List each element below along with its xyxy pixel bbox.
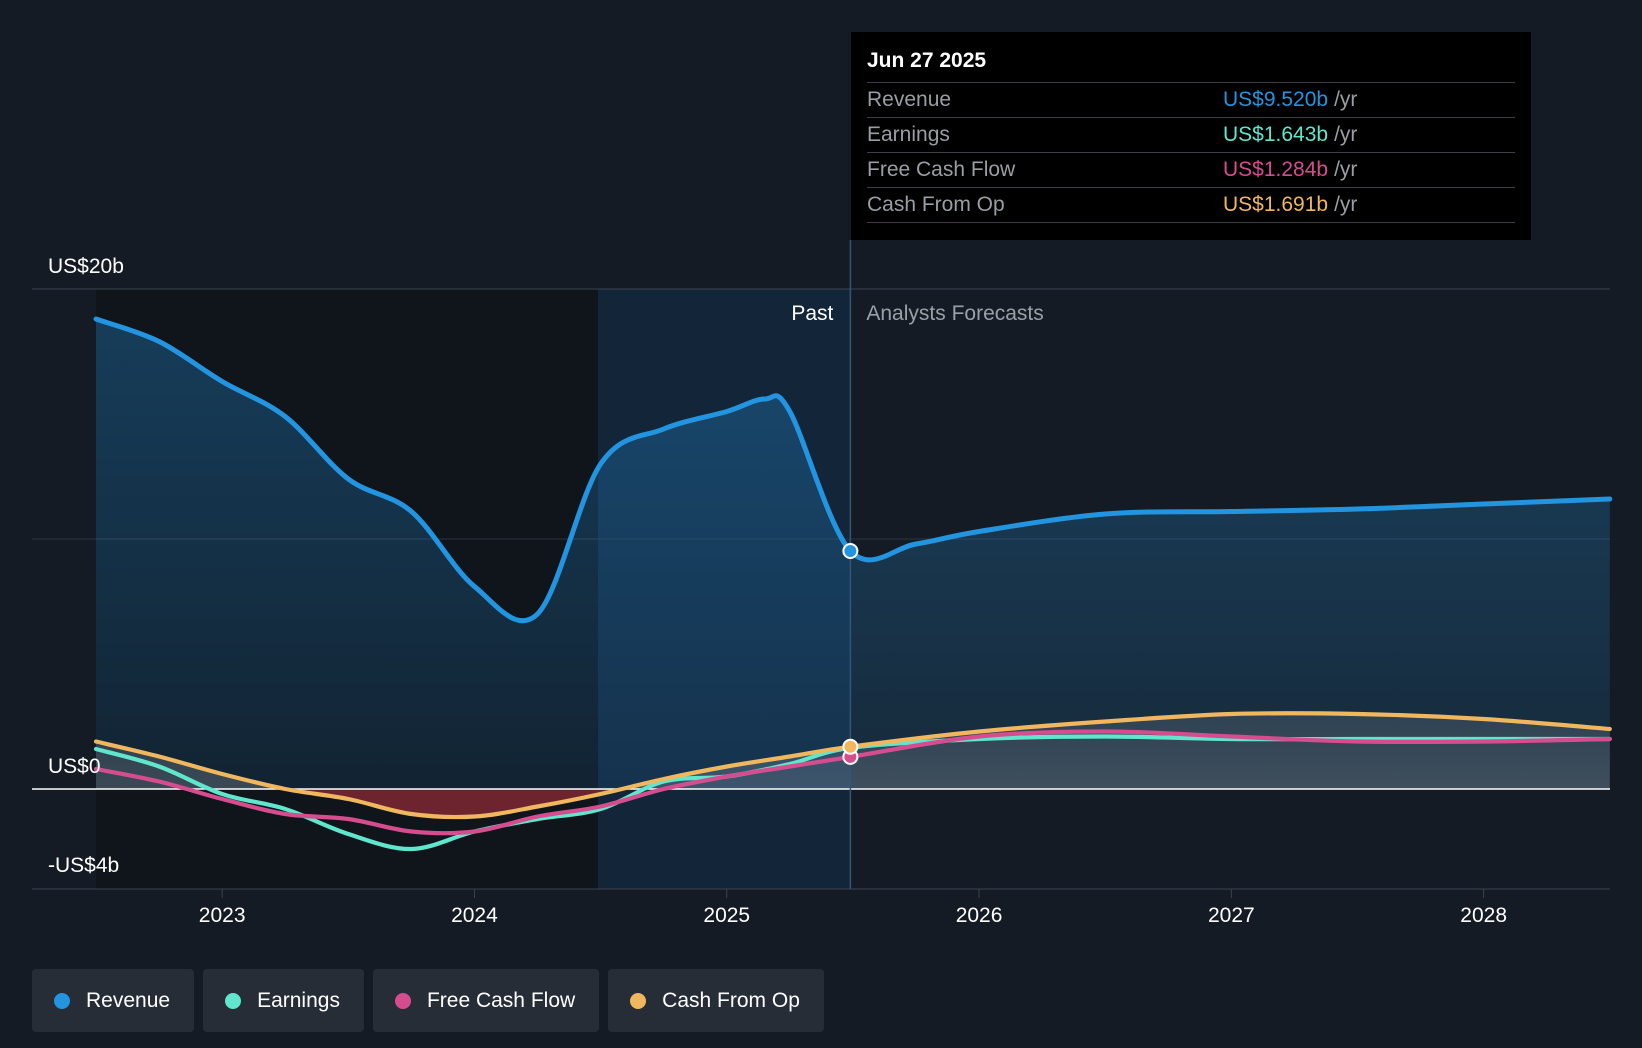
present-marker-revenue	[842, 543, 859, 559]
x-tick-label: 2026	[956, 904, 1003, 927]
tooltip-label: Earnings	[867, 123, 950, 146]
series-line-cash-from-op	[93, 711, 1612, 820]
x-tick-label: 2023	[199, 904, 246, 927]
tooltip-row-earnings: Earnings US$1.643b /yr	[867, 118, 1515, 153]
legend: Revenue Earnings Free Cash Flow Cash Fro…	[32, 969, 824, 1032]
legend-item-revenue[interactable]: Revenue	[32, 969, 195, 1032]
legend-dot-icon	[54, 992, 70, 1009]
legend-label: Free Cash Flow	[426, 988, 576, 1012]
tooltip-unit: /yr	[1334, 123, 1358, 146]
legend-dot-icon	[630, 992, 647, 1009]
legend-label: Earnings	[257, 988, 340, 1012]
tooltip-label: Revenue	[867, 88, 952, 111]
legend-item-earnings[interactable]: Earnings	[203, 969, 364, 1032]
legend-item-cash-from-op[interactable]: Cash From Op	[608, 969, 824, 1032]
tooltip-label: Cash From Op	[867, 193, 1005, 216]
series-line-revenue	[93, 316, 1613, 624]
x-tick-label: 2024	[451, 904, 498, 927]
tooltip-value: US$1.691b	[1223, 193, 1329, 216]
tooltip-unit: /yr	[1334, 88, 1358, 111]
legend-dot-icon	[225, 992, 242, 1009]
legend-label: Cash From Op	[662, 988, 800, 1012]
y-tick-label: US$20b	[48, 255, 124, 278]
tooltip-value: US$1.284b	[1223, 158, 1329, 181]
cash-negative-area	[96, 789, 1610, 818]
present-marker-cash-from-op	[842, 738, 859, 755]
y-tick-label: -US$4b	[48, 854, 119, 877]
x-tick-label: 2028	[1460, 904, 1507, 927]
legend-label: Revenue	[86, 988, 171, 1012]
legend-dot-icon	[394, 992, 411, 1009]
tooltip-value: US$9.520b	[1223, 88, 1329, 111]
tooltip-row-cash-from-op: Cash From Op US$1.691b /yr	[867, 188, 1515, 223]
tooltip-row-free-cash-flow: Free Cash Flow US$1.284b /yr	[867, 153, 1515, 188]
tooltip: Jun 27 2025 Revenue US$9.520b /yr Earnin…	[851, 32, 1531, 240]
x-tick-label: 2027	[1208, 904, 1255, 927]
legend-item-free-cash-flow[interactable]: Free Cash Flow	[372, 969, 600, 1032]
x-tick-label: 2025	[703, 904, 750, 927]
forecast-label: Analysts Forecasts	[866, 302, 1043, 325]
tooltip-label: Free Cash Flow	[867, 158, 1016, 181]
tooltip-date: Jun 27 2025	[867, 46, 1515, 83]
tooltip-unit: /yr	[1334, 158, 1358, 181]
series-line-free-cash-flow	[93, 729, 1612, 836]
y-tick-label: US$0	[48, 755, 101, 778]
tooltip-value: US$1.643b	[1223, 123, 1329, 146]
tooltip-unit: /yr	[1334, 193, 1358, 216]
past-label: Past	[791, 302, 833, 325]
tooltip-row-revenue: Revenue US$9.520b /yr	[867, 83, 1515, 118]
